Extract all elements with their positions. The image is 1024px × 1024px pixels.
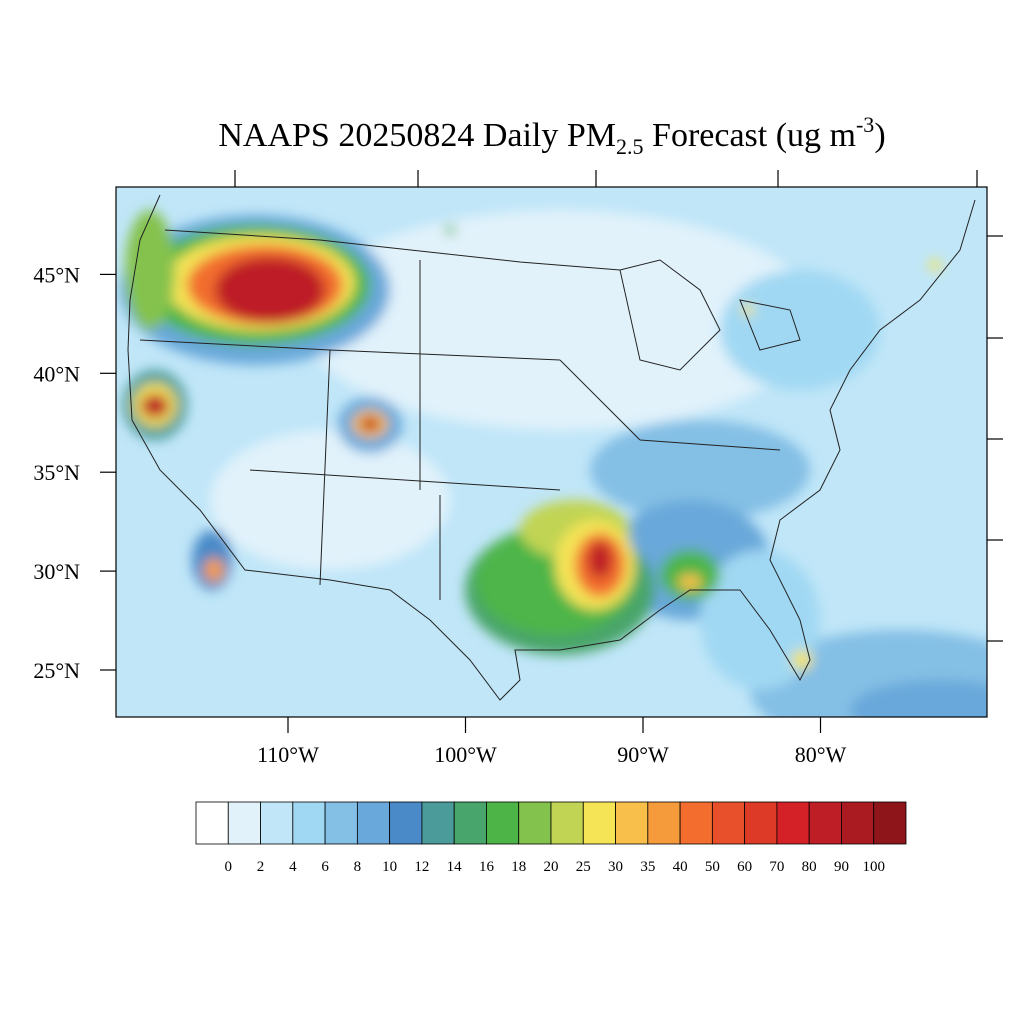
lon-tick-label: 110°W — [257, 742, 319, 767]
colorbar-box — [421, 801, 455, 845]
colorbar-label: 80 — [802, 859, 817, 875]
colorbar-box — [453, 801, 487, 845]
colorbar-box — [292, 801, 326, 845]
colorbar-box — [679, 801, 713, 845]
colorbar-box — [227, 801, 261, 845]
colorbar-box — [486, 801, 520, 845]
colorbar: 0 2 4 6 8 10 12 14 16 18 20 25 30 35 40 50 60 70 80 90 100 — [195, 801, 907, 875]
colorbar-box — [647, 801, 681, 845]
lon-tick-label: 90°W — [617, 742, 669, 767]
colorbar-box — [550, 801, 584, 845]
colorbar-box — [841, 801, 875, 845]
colorbar-box — [808, 801, 842, 845]
colorbar-label: 8 — [354, 859, 362, 875]
colorbar-label: 35 — [640, 859, 655, 875]
lon-tick-label: 80°W — [795, 742, 847, 767]
colorbar-box — [195, 801, 229, 845]
colorbar-label: 6 — [321, 859, 329, 875]
lat-tick-label: 25°N — [33, 658, 80, 683]
map-frame — [115, 186, 988, 718]
colorbar-label: 70 — [769, 859, 784, 875]
colorbar-box — [389, 801, 423, 845]
colorbar-box — [615, 801, 649, 845]
lat-tick-label: 30°N — [33, 559, 80, 584]
colorbar-box — [518, 801, 552, 845]
lon-tick-label: 100°W — [434, 742, 497, 767]
colorbar-box — [711, 801, 746, 845]
colorbar-label: 30 — [608, 859, 623, 875]
title-subscript: 2.5 — [616, 134, 644, 159]
colorbar-label: 40 — [673, 859, 688, 875]
boundaries — [127, 194, 976, 701]
colorbar-box — [776, 801, 810, 845]
colorbar-label: 0 — [225, 859, 233, 875]
colorbar-label: 2 — [257, 859, 265, 875]
title-units: Forecast (ug m — [644, 117, 856, 154]
colorbar-label: 12 — [414, 859, 429, 875]
colorbar-box — [582, 801, 616, 845]
map-field — [116, 187, 987, 717]
title-superscript: -3 — [856, 112, 874, 137]
title-end: ) — [874, 117, 885, 154]
colorbar-box — [356, 801, 391, 845]
title: NAAPS 20250824 Daily PM2.5 Forecast (ug … — [218, 112, 885, 159]
lat-tick-label: 40°N — [33, 361, 80, 386]
colorbar-label: 14 — [447, 859, 463, 875]
colorbar-label: 50 — [705, 859, 720, 875]
colorbar-label: 25 — [576, 859, 591, 875]
colorbar-box — [260, 801, 294, 845]
colorbar-box — [324, 801, 358, 845]
colorbar-label: 18 — [511, 859, 526, 875]
colorbar-box — [744, 801, 778, 845]
colorbar-label: 100 — [862, 859, 885, 875]
colorbar-label: 10 — [382, 859, 397, 875]
title-main: NAAPS 20250824 Daily PM — [218, 117, 616, 154]
colorbar-box — [873, 801, 907, 845]
colorbar-label: 20 — [544, 859, 559, 875]
lat-tick-label: 45°N — [33, 262, 80, 287]
axes: 25°N 30°N 35°N 40°N 45°N 110°W 100°W 90°W 80°W — [33, 262, 846, 767]
colorbar-label: 4 — [289, 859, 297, 875]
colorbar-label: 90 — [834, 859, 849, 875]
colorbar-label: 16 — [479, 859, 495, 875]
lat-tick-label: 35°N — [33, 460, 80, 485]
frame-ticks — [234, 170, 1003, 642]
colorbar-label: 60 — [737, 859, 752, 875]
